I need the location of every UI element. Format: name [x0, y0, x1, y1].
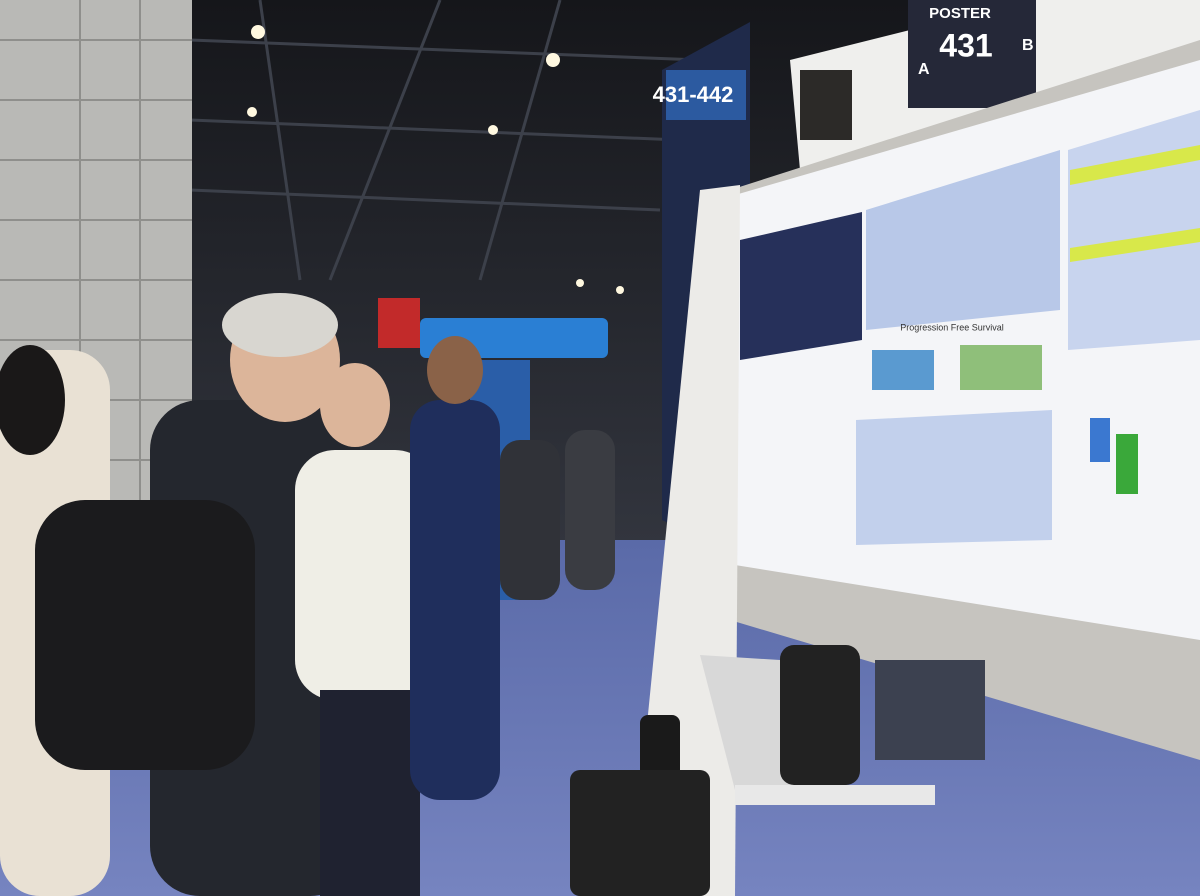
range-label: 431-442 — [653, 82, 734, 107]
wall-blocks — [0, 0, 192, 500]
person — [500, 440, 560, 600]
person — [565, 430, 615, 590]
person-face — [427, 336, 483, 404]
trusses — [189, 0, 701, 281]
small-sign — [800, 70, 852, 140]
backpack — [35, 500, 255, 770]
poster-highlight — [1070, 228, 1200, 262]
ceiling-lights — [247, 25, 624, 294]
person — [410, 400, 500, 800]
poster-box-plot — [1090, 418, 1110, 462]
side-b: B — [1022, 37, 1034, 54]
person-legs — [320, 690, 420, 896]
poster-table — [866, 150, 1060, 330]
poster-table — [1068, 110, 1200, 350]
poster-chart — [960, 345, 1042, 390]
range-sign-header — [666, 70, 746, 120]
person-legs — [875, 660, 985, 760]
poster-number: 431 — [939, 27, 992, 63]
booth-red — [378, 298, 420, 348]
person-hair — [0, 345, 65, 455]
person-face — [320, 363, 390, 447]
poster-chart — [872, 350, 934, 390]
poster-section: Progression Free Survival — [900, 322, 1004, 332]
poster-highlight — [1070, 145, 1200, 185]
person — [295, 450, 435, 700]
backpack — [780, 645, 860, 785]
bag — [570, 770, 710, 896]
person-hair — [222, 293, 338, 357]
chair — [700, 655, 800, 790]
chair-seat — [735, 785, 935, 805]
side-a: A — [918, 61, 930, 78]
poster-label: POSTER — [929, 5, 991, 22]
poster-table — [856, 410, 1052, 545]
poster-box — [740, 212, 862, 360]
poster-box-plot — [1116, 434, 1138, 494]
poster-number-sign — [908, 0, 1036, 108]
